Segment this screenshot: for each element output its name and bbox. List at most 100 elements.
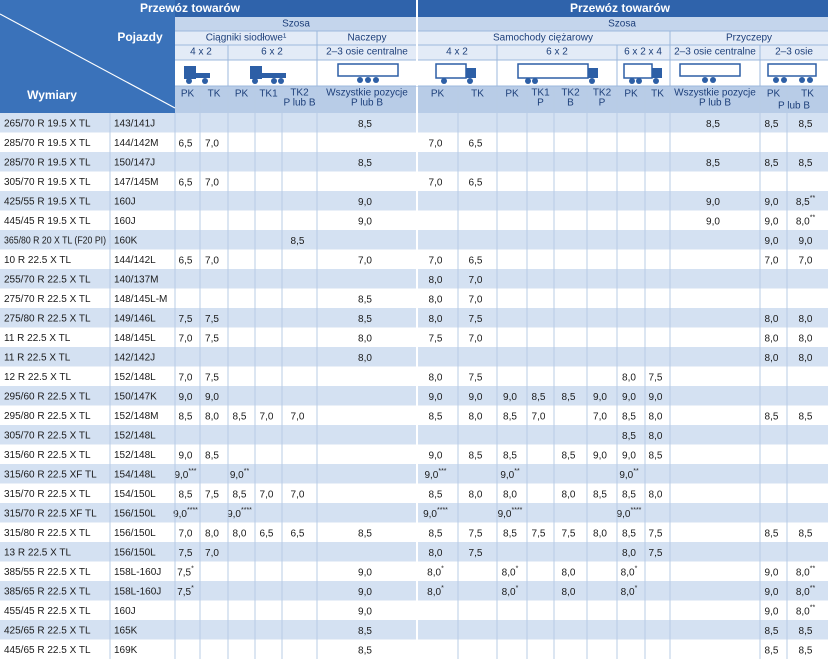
load-index: 143/141J — [114, 118, 155, 129]
tire-size: 445/65 R 22.5 X TL — [4, 645, 91, 656]
tire-size: 13 R 22.5 X TL — [4, 547, 72, 558]
load-value: 8,0 — [358, 333, 372, 344]
row-bg — [0, 366, 828, 386]
load-value: 7,5 — [179, 313, 193, 324]
row-bg — [0, 171, 828, 191]
tire-size: 385/65 R 22.5 X TL — [4, 586, 91, 597]
load-value: 9,0 — [706, 196, 720, 207]
load-value: 8,5 — [622, 489, 636, 500]
column-label: PK — [431, 89, 445, 100]
row-bg — [0, 191, 828, 211]
load-value: 6,5 — [179, 138, 193, 149]
load-value: 7,0 — [469, 333, 483, 344]
row-bg — [0, 249, 828, 269]
tire-size: 12 R 22.5 X TL — [4, 372, 72, 383]
load-value: 6,5 — [469, 255, 483, 266]
load-value: 8,0 — [649, 430, 663, 441]
load-value: 7,5 — [205, 489, 219, 500]
load-value: 9,0 — [622, 450, 636, 461]
load-value: 7,0 — [205, 255, 219, 266]
load-index: 156/150L — [114, 547, 156, 558]
subgroup-label: 6 x 2 x 4 — [624, 47, 662, 58]
vehicle-icons — [184, 63, 817, 84]
load-value: 9,0 — [205, 391, 219, 402]
load-value: 9,0** — [619, 468, 639, 481]
load-value: 8,0 — [429, 294, 443, 305]
load-value: 7,0 — [205, 547, 219, 558]
load-value: 9,0** — [230, 468, 250, 481]
load-value: 9,0 — [765, 196, 779, 207]
load-value: 7,5 — [469, 528, 483, 539]
load-value: 8,5 — [622, 528, 636, 539]
subgroup-label: 6 x 2 — [261, 47, 283, 58]
load-value: 7,5 — [649, 528, 663, 539]
tire-size: 10 R 22.5 X TL — [4, 255, 72, 266]
load-value: 7,5 — [562, 528, 576, 539]
load-value: 8,5 — [233, 489, 247, 500]
corner-cell — [0, 0, 175, 113]
load-index: 160J — [114, 196, 136, 207]
load-value: 8,5 — [429, 411, 443, 422]
section-title: Przewóz towarów — [570, 1, 671, 15]
tire-size: 445/45 R 19.5 X TL — [4, 216, 91, 227]
load-value: 8,0 — [429, 313, 443, 324]
load-value: 7,5 — [205, 313, 219, 324]
load-value: 8,5 — [622, 411, 636, 422]
tire-size: 425/65 R 22.5 X TL — [4, 625, 91, 636]
load-value: 8,0 — [469, 411, 483, 422]
column-label: P — [537, 98, 544, 109]
load-index: 160J — [114, 216, 136, 227]
load-index: 147/145M — [114, 177, 158, 188]
load-value: 8,0* — [427, 565, 444, 578]
tire-size: 455/45 R 22.5 X TL — [4, 606, 91, 617]
column-label: TK1 — [531, 88, 550, 99]
load-value: 8,5 — [358, 313, 372, 324]
load-index: 148/145L-M — [114, 294, 167, 305]
load-value: 9,0**** — [227, 507, 252, 520]
load-value: 8,5 — [358, 645, 372, 656]
load-value: 8,5 — [179, 411, 193, 422]
load-value: 7,0 — [429, 177, 443, 188]
load-value: 8,5 — [765, 411, 779, 422]
load-value: 9,0 — [358, 567, 372, 578]
row-bg — [0, 522, 828, 542]
load-value: 7,0 — [429, 138, 443, 149]
load-value: 6,5 — [291, 528, 305, 539]
column-label: PK — [505, 89, 519, 100]
column-label: PK — [624, 89, 638, 100]
subgroup-label: 4 x 2 — [446, 47, 468, 58]
column-label: TK — [651, 89, 664, 100]
column-label: TK1 — [259, 89, 278, 100]
title-band — [175, 0, 828, 17]
row-bg — [0, 386, 828, 406]
load-value: 8,0 — [593, 528, 607, 539]
load-value: 8,5 — [291, 235, 305, 246]
tire-size: 275/80 R 22.5 X TL — [4, 313, 91, 324]
dimensions-label: Wymiary — [27, 88, 77, 102]
load-value: 7,0 — [291, 489, 305, 500]
load-value: 8,0 — [205, 528, 219, 539]
load-value: 9,0 — [622, 391, 636, 402]
load-value: 8,0* — [427, 585, 444, 598]
load-value: 8,0 — [358, 352, 372, 363]
load-index: 144/142L — [114, 255, 156, 266]
subgroup-label: 6 x 2 — [546, 47, 568, 58]
row-bg — [0, 113, 828, 133]
row-bg — [0, 132, 828, 152]
load-value: 9,0 — [503, 391, 517, 402]
load-value: 7,5 — [532, 528, 546, 539]
tire-size: 305/70 R 22.5 X TL — [4, 430, 91, 441]
load-value: 7,5* — [177, 565, 194, 578]
load-value: 9,0 — [358, 196, 372, 207]
load-value: 8,5 — [765, 528, 779, 539]
row-bg — [0, 327, 828, 347]
load-value: 9,0 — [765, 567, 779, 578]
load-value: 8,0 — [765, 313, 779, 324]
load-index: 152/148L — [114, 450, 156, 461]
load-value: 8,0 — [765, 352, 779, 363]
load-value: 8,5 — [649, 450, 663, 461]
row-bg — [0, 561, 828, 581]
load-value: 8,5 — [358, 118, 372, 129]
group-label: Przyczepy — [726, 33, 772, 44]
